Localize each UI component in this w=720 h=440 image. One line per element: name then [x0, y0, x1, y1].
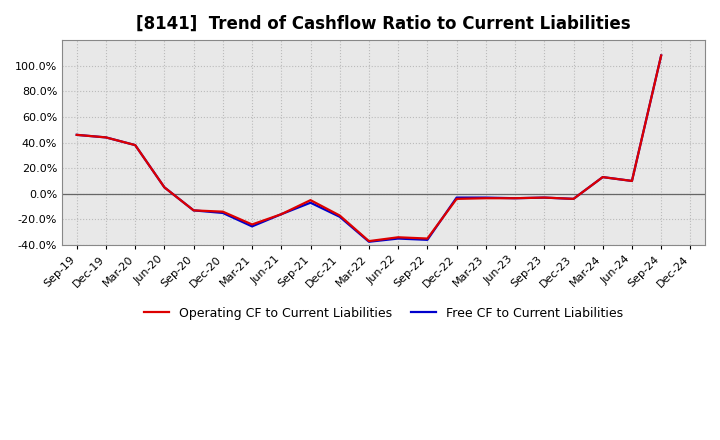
Free CF to Current Liabilities [277, 212, 286, 217]
Operating CF to Current Liabilities [540, 195, 549, 200]
Free CF to Current Liabilities [628, 178, 636, 183]
Operating CF to Current Liabilities [482, 196, 490, 201]
Line: Free CF to Current Liabilities: Free CF to Current Liabilities [77, 55, 661, 242]
Free CF to Current Liabilities [131, 143, 140, 148]
Operating CF to Current Liabilities [277, 212, 286, 217]
Operating CF to Current Liabilities [598, 174, 607, 180]
Free CF to Current Liabilities [248, 224, 256, 229]
Operating CF to Current Liabilities [189, 208, 198, 213]
Free CF to Current Liabilities [657, 53, 665, 58]
Operating CF to Current Liabilities [131, 143, 140, 148]
Free CF to Current Liabilities [510, 196, 519, 201]
Operating CF to Current Liabilities [218, 209, 227, 214]
Title: [8141]  Trend of Cashflow Ratio to Current Liabilities: [8141] Trend of Cashflow Ratio to Curren… [136, 15, 631, 33]
Free CF to Current Liabilities [598, 174, 607, 180]
Operating CF to Current Liabilities [628, 178, 636, 183]
Operating CF to Current Liabilities [423, 236, 432, 241]
Operating CF to Current Liabilities [657, 53, 665, 58]
Free CF to Current Liabilities [306, 200, 315, 205]
Free CF to Current Liabilities [189, 208, 198, 213]
Operating CF to Current Liabilities [452, 196, 461, 202]
Operating CF to Current Liabilities [570, 196, 578, 202]
Free CF to Current Liabilities [482, 195, 490, 200]
Free CF to Current Liabilities [160, 185, 168, 190]
Free CF to Current Liabilities [218, 210, 227, 216]
Operating CF to Current Liabilities [336, 213, 344, 218]
Operating CF to Current Liabilities [510, 196, 519, 201]
Operating CF to Current Liabilities [73, 132, 81, 137]
Free CF to Current Liabilities [394, 236, 402, 241]
Operating CF to Current Liabilities [248, 222, 256, 227]
Operating CF to Current Liabilities [306, 198, 315, 203]
Free CF to Current Liabilities [423, 237, 432, 242]
Operating CF to Current Liabilities [160, 185, 168, 190]
Line: Operating CF to Current Liabilities: Operating CF to Current Liabilities [77, 55, 661, 241]
Free CF to Current Liabilities [336, 214, 344, 220]
Free CF to Current Liabilities [540, 195, 549, 200]
Operating CF to Current Liabilities [394, 235, 402, 240]
Free CF to Current Liabilities [73, 132, 81, 137]
Free CF to Current Liabilities [102, 135, 110, 140]
Operating CF to Current Liabilities [102, 135, 110, 140]
Legend: Operating CF to Current Liabilities, Free CF to Current Liabilities: Operating CF to Current Liabilities, Fre… [139, 302, 628, 325]
Free CF to Current Liabilities [364, 239, 373, 244]
Operating CF to Current Liabilities [364, 238, 373, 244]
Free CF to Current Liabilities [452, 195, 461, 200]
Free CF to Current Liabilities [570, 196, 578, 202]
